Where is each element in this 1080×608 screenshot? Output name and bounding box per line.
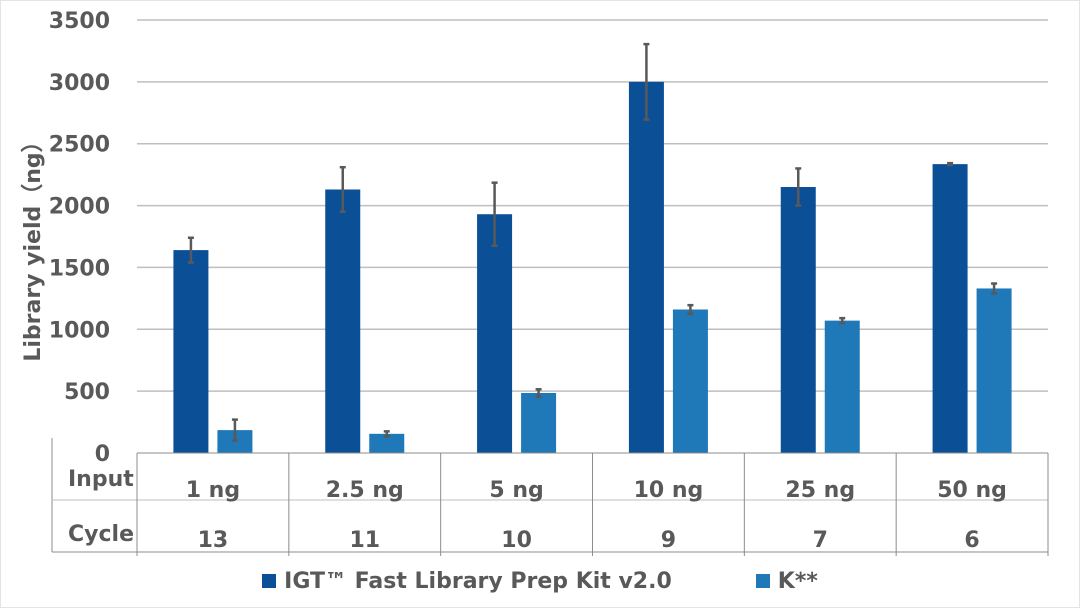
bar-group [325,165,361,453]
row-label-input: Input [68,467,134,492]
bar-k [521,392,557,453]
bar-igt [628,81,664,453]
data-table: Input Cycle 1 ng 13 2.5 ng 11 5 ng 10 10 ng 9 25 n… [51,438,1049,556]
legend-item-igt: IGT™ Fast Library Prep Kit v2.0 [262,569,672,594]
cycle-cell: 7 [813,528,828,553]
legend-label: K** [777,568,818,594]
bar-group [976,282,1012,453]
y-tick-label: 500 [64,380,110,405]
cycle-cell: 10 [501,528,532,553]
y-tick-label: 1000 [49,318,110,343]
bar-igt [325,189,361,453]
y-tick-label: 2500 [49,133,110,158]
bar-igt [173,250,209,453]
legend-swatch-icon [755,574,770,588]
y-axis-ticks: 0 500 1000 1500 2000 2500 3000 3500 [49,9,110,467]
bar-group [369,430,405,453]
bar-k [976,288,1012,453]
input-cell: 1 ng [186,478,240,503]
y-tick-label: 1500 [49,256,110,281]
y-tick-label: 2000 [49,195,110,220]
bar-igt [780,187,816,453]
y-tick-label: 3000 [49,71,110,96]
bar-igt [932,164,968,453]
bar-k [672,309,708,453]
input-cell: 25 ng [785,478,855,503]
input-cell: 5 ng [489,478,543,503]
bars [173,42,1012,453]
bar-k [824,320,860,453]
bar-group [780,167,816,453]
bar-group [672,303,708,453]
bar-group [477,181,513,453]
y-axis-label: Library yield（ng） [21,130,46,361]
legend-swatch-icon [262,574,277,588]
input-cell: 50 ng [937,478,1007,503]
legend-item-k: K** [755,568,818,594]
legend-label: IGT™ Fast Library Prep Kit v2.0 [284,568,672,594]
cycle-cell: 9 [661,528,676,553]
row-label-cycle: Cycle [68,522,134,547]
cycle-cell: 11 [349,528,380,553]
y-tick-label: 0 [95,442,110,467]
bar-group [628,42,664,453]
bar-group [521,388,557,453]
bar-igt [477,214,513,453]
input-cell: 10 ng [634,478,704,503]
bar-group [824,316,860,453]
bar-group [217,418,253,453]
legend: IGT™ Fast Library Prep Kit v2.0 K** [0,563,1080,599]
bar-k [369,433,405,453]
cycle-cell: 13 [198,528,229,553]
gridlines [137,19,1048,392]
input-cell: 2.5 ng [326,478,404,503]
bar-group [173,236,209,453]
y-tick-label: 3500 [49,9,110,34]
cycle-cell: 6 [964,528,979,553]
bar-group [932,161,968,453]
